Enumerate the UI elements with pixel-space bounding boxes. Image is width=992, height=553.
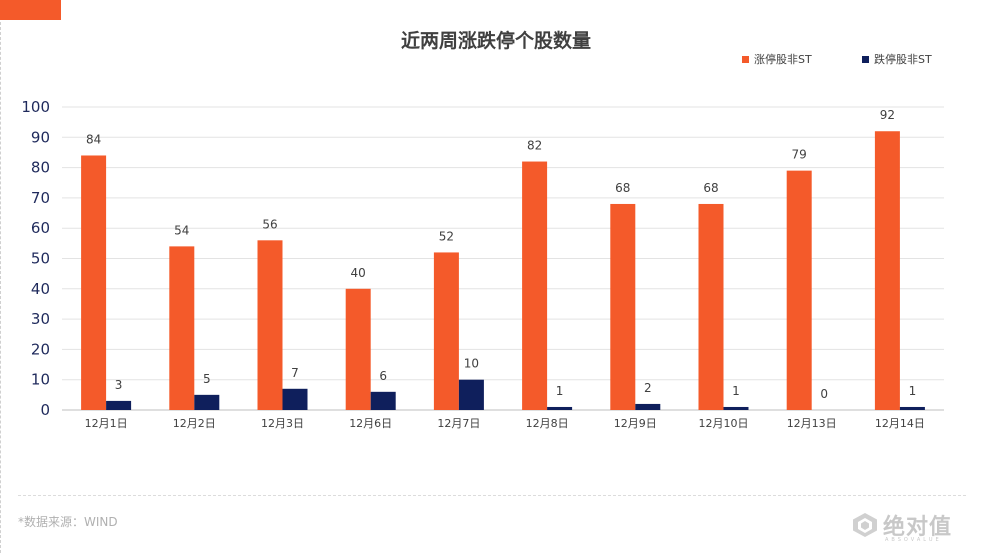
data-label: 54 (174, 223, 189, 237)
bar-limit-up (257, 240, 283, 410)
data-label: 10 (464, 357, 479, 371)
y-tick-label: 90 (31, 128, 50, 146)
y-tick-label: 30 (31, 310, 50, 328)
brand: 绝对值 ABSOVALUE (852, 509, 953, 543)
corner-accent-tab (0, 0, 61, 20)
data-label: 79 (792, 148, 807, 162)
bar-limit-down (458, 379, 484, 410)
data-label: 82 (527, 139, 542, 153)
bar-limit-down (194, 394, 220, 410)
data-label: 7 (291, 366, 299, 380)
data-label: 40 (351, 266, 366, 280)
legend-swatch-series-2 (862, 55, 869, 63)
bar-limit-down (723, 406, 749, 410)
y-tick-label: 70 (31, 189, 50, 207)
bar-limit-down (635, 403, 661, 410)
brand-subtitle: ABSOVALUE (885, 537, 942, 543)
data-label: 5 (203, 372, 211, 386)
legend-item-series-2: 跌停股非ST (862, 51, 932, 67)
bar-limit-up (610, 203, 636, 410)
source-note: *数据来源：WIND (18, 515, 118, 529)
bar-limit-down (370, 391, 396, 410)
bar-limit-up (345, 288, 371, 410)
bar-limit-up (698, 203, 724, 410)
legend-label-series-2: 跌停股非ST (874, 53, 932, 66)
y-tick-label: 10 (31, 371, 50, 389)
y-tick-label: 100 (21, 98, 50, 116)
data-label: 1 (556, 384, 564, 398)
data-label: 3 (115, 378, 123, 392)
legend-item-series-1: 涨停股非ST (742, 51, 812, 67)
x-tick-label: 12月8日 (526, 417, 569, 430)
bar-limit-up (433, 252, 459, 410)
data-label: 52 (439, 229, 454, 243)
x-tick-label: 12月9日 (614, 417, 657, 430)
data-label: 0 (820, 387, 828, 401)
data-label: 68 (615, 181, 630, 195)
x-tick-label: 12月10日 (699, 417, 749, 430)
x-tick-label: 12月2日 (173, 417, 216, 430)
bar-limit-down (899, 406, 925, 410)
data-label: 84 (86, 132, 101, 146)
brand-name: 绝对值 (883, 515, 953, 540)
data-label: 68 (703, 181, 718, 195)
data-label: 56 (262, 217, 277, 231)
legend-label-series-1: 涨停股非ST (754, 53, 812, 66)
brand-logo-icon (853, 513, 877, 537)
data-label: 1 (732, 384, 740, 398)
x-tick-label: 12月14日 (875, 417, 925, 430)
bar-limit-up (522, 161, 548, 410)
bar-limit-up (786, 170, 812, 410)
y-tick-label: 0 (40, 401, 50, 419)
data-label: 1 (909, 384, 917, 398)
y-tick-label: 40 (31, 280, 50, 298)
data-label: 92 (880, 108, 895, 122)
legend-swatch-series-1 (742, 55, 749, 63)
bar-limit-up (169, 246, 195, 410)
bar-limit-down (106, 400, 132, 410)
bar-limit-up (874, 131, 900, 411)
left-dashed-rule (0, 22, 1, 553)
chart-title: 近两周涨跌停个股数量 (400, 30, 591, 52)
x-tick-label: 12月7日 (437, 417, 480, 430)
y-tick-label: 80 (31, 159, 50, 177)
y-tick-label: 60 (31, 219, 50, 237)
y-tick-label: 20 (31, 340, 50, 358)
x-tick-label: 12月13日 (787, 417, 837, 430)
y-tick-label: 50 (31, 250, 50, 268)
data-label: 2 (644, 381, 652, 395)
x-tick-label: 12月3日 (261, 417, 304, 430)
bar-limit-down (282, 388, 308, 410)
x-tick-label: 12月1日 (85, 417, 128, 430)
bar-limit-down (547, 406, 573, 410)
data-label: 6 (379, 369, 387, 383)
bar-limit-up (81, 155, 107, 410)
x-tick-label: 12月6日 (349, 417, 392, 430)
footer-divider (18, 495, 966, 496)
